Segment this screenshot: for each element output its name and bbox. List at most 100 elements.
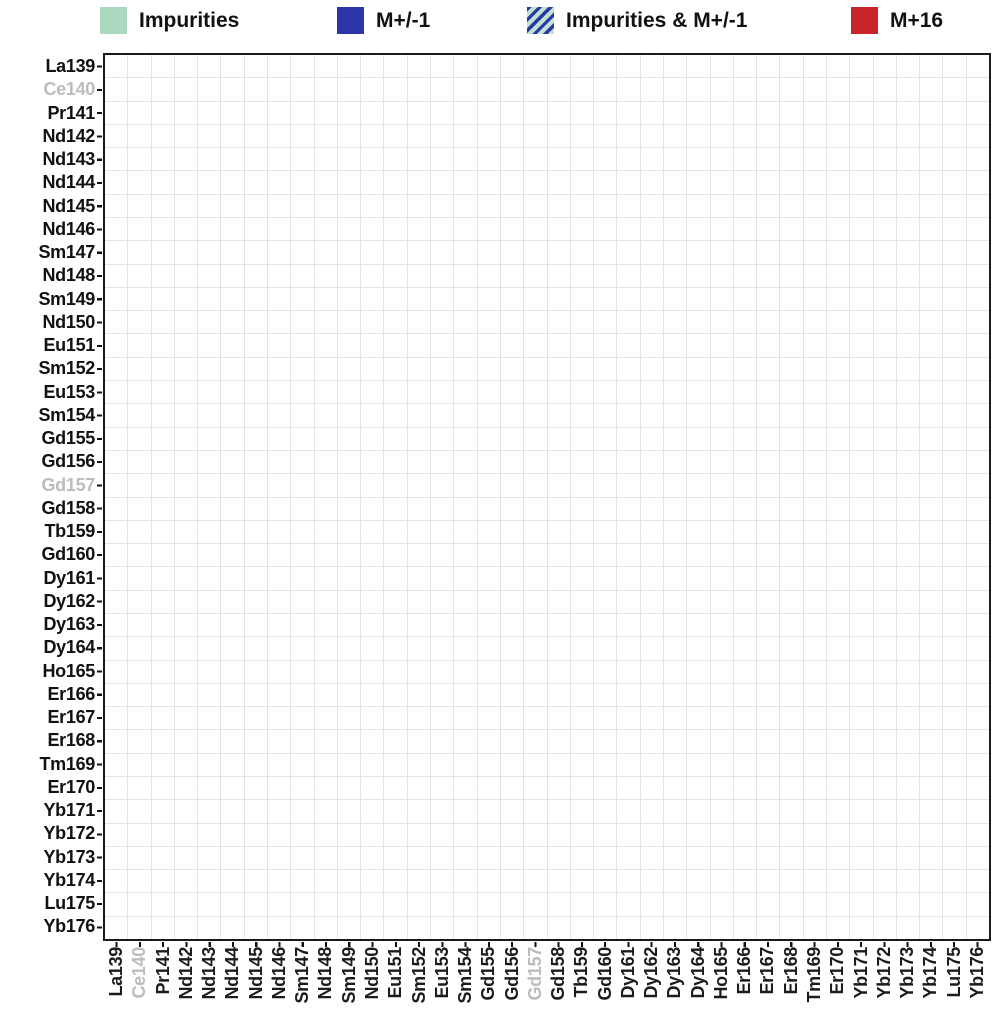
matrix-cell	[920, 241, 943, 264]
matrix-cell	[617, 776, 640, 800]
matrix-cell	[431, 916, 454, 939]
matrix-cell	[291, 101, 314, 124]
matrix-cell	[105, 916, 128, 939]
y-label-Eu153: Eu153	[43, 381, 95, 402]
matrix-cell	[594, 544, 617, 567]
matrix-cell	[500, 218, 524, 241]
matrix-cell	[314, 357, 337, 381]
matrix-cell	[151, 404, 174, 427]
y-label-Sm149: Sm149	[38, 288, 95, 309]
matrix-cell	[221, 567, 244, 590]
matrix-cell	[221, 707, 244, 730]
matrix-cell	[570, 450, 594, 474]
matrix-cell	[733, 800, 757, 823]
y-label-Dy162: Dy162	[43, 590, 95, 611]
matrix-cell	[826, 218, 850, 241]
matrix-cell	[826, 427, 850, 450]
matrix-cell	[361, 218, 384, 241]
matrix-cell	[803, 567, 826, 590]
x-label-cell: Gd156	[500, 947, 523, 1031]
matrix-cell	[873, 171, 896, 194]
matrix-cell	[174, 218, 198, 241]
matrix-cell	[687, 264, 710, 287]
x-label-Gd158: Gd158	[548, 947, 569, 1001]
matrix-cell	[780, 613, 803, 637]
x-label-Dy163: Dy163	[664, 947, 685, 999]
matrix-cell	[128, 613, 151, 637]
matrix-cell	[943, 474, 966, 497]
matrix-cell	[361, 404, 384, 427]
matrix-cell	[524, 427, 547, 450]
matrix-cell	[920, 846, 943, 870]
matrix-cell	[850, 311, 873, 334]
matrix-cell	[337, 870, 361, 893]
matrix-cell	[943, 637, 966, 660]
matrix-cell	[617, 753, 640, 776]
matrix-cell	[966, 148, 989, 171]
matrix-cell	[733, 381, 757, 404]
matrix-cell	[174, 55, 198, 78]
matrix-cell	[920, 520, 943, 544]
matrix-cell	[594, 450, 617, 474]
matrix-cell	[920, 148, 943, 171]
matrix-cell	[803, 707, 826, 730]
x-label-Lu175: Lu175	[943, 947, 964, 998]
matrix-cell	[920, 287, 943, 311]
matrix-cell	[920, 637, 943, 660]
matrix-cell	[454, 776, 477, 800]
matrix-cell	[524, 218, 547, 241]
x-label-cell: Nd143	[198, 947, 221, 1031]
matrix-cell	[920, 590, 943, 613]
matrix-cell	[780, 730, 803, 753]
matrix-cell	[663, 660, 687, 683]
matrix-cell	[314, 427, 337, 450]
matrix-cell	[198, 776, 221, 800]
matrix-cell	[407, 124, 431, 148]
matrix-cell	[547, 660, 570, 683]
matrix-cell	[151, 497, 174, 520]
matrix-cell	[151, 194, 174, 218]
matrix-cell	[570, 124, 594, 148]
matrix-cell	[547, 800, 570, 823]
matrix-cell	[757, 241, 780, 264]
matrix-cell	[710, 171, 733, 194]
matrix-cell	[221, 474, 244, 497]
matrix-cell	[850, 683, 873, 707]
matrix-cell	[850, 381, 873, 404]
matrix-cell	[757, 218, 780, 241]
matrix-cell	[361, 776, 384, 800]
matrix-cell	[640, 776, 663, 800]
matrix-cell	[105, 776, 128, 800]
matrix-cell	[663, 870, 687, 893]
matrix-cell	[943, 753, 966, 776]
matrix-cell	[268, 171, 291, 194]
matrix-cell	[966, 753, 989, 776]
matrix-cell	[640, 707, 663, 730]
matrix-cell	[896, 78, 920, 101]
matrix-cell	[803, 776, 826, 800]
matrix-cell	[850, 660, 873, 683]
matrix-cell	[710, 194, 733, 218]
matrix-cell	[128, 730, 151, 753]
matrix-cell	[291, 846, 314, 870]
matrix-cell	[500, 287, 524, 311]
matrix-cell	[268, 637, 291, 660]
matrix-cell	[687, 474, 710, 497]
matrix-cell	[966, 334, 989, 357]
matrix-cell	[873, 893, 896, 916]
matrix-cell	[500, 171, 524, 194]
matrix-cell	[337, 567, 361, 590]
matrix-cell	[873, 683, 896, 707]
matrix-cell	[151, 381, 174, 404]
matrix-cell	[803, 55, 826, 78]
matrix-cell	[198, 264, 221, 287]
matrix-cell	[477, 800, 500, 823]
matrix-cell	[477, 101, 500, 124]
matrix-cell	[524, 846, 547, 870]
matrix-cell	[687, 101, 710, 124]
matrix-cell	[431, 800, 454, 823]
matrix-cell	[803, 520, 826, 544]
matrix-cell	[128, 55, 151, 78]
matrix-cell	[966, 124, 989, 148]
matrix-cell	[431, 427, 454, 450]
